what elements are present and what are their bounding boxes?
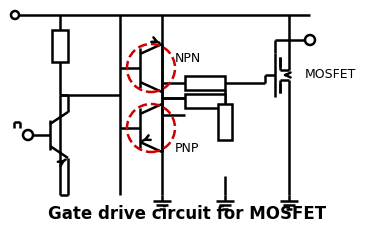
Circle shape bbox=[11, 11, 19, 19]
Text: Gate drive circuit for MOSFET: Gate drive circuit for MOSFET bbox=[48, 205, 326, 223]
Circle shape bbox=[305, 35, 315, 45]
Text: PNP: PNP bbox=[175, 142, 200, 155]
Bar bbox=[52, 30, 68, 62]
Text: MOSFET: MOSFET bbox=[305, 69, 356, 82]
Bar bbox=[185, 76, 225, 90]
Bar bbox=[185, 94, 225, 108]
Text: NPN: NPN bbox=[175, 52, 201, 64]
Bar bbox=[218, 104, 232, 140]
Circle shape bbox=[23, 130, 33, 140]
